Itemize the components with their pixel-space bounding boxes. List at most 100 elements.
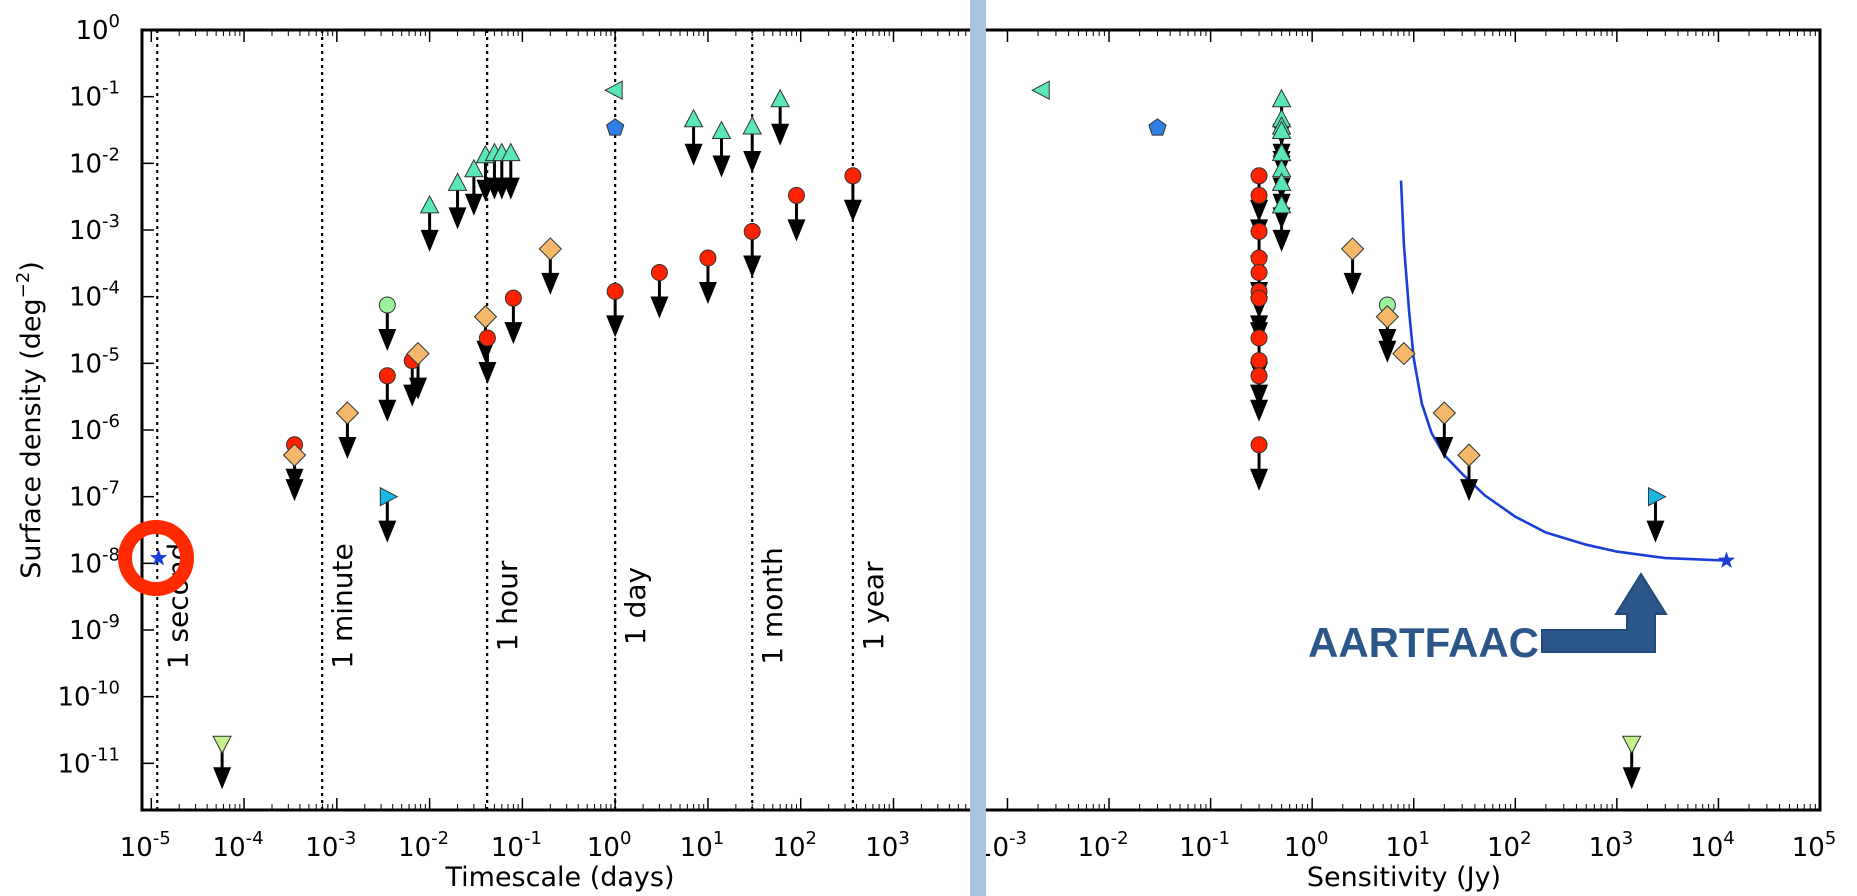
upper-limit-arrow-head [698,282,717,305]
upper-limit-arrow-head [1435,436,1454,459]
reference-line-label: 1 minute [326,543,359,668]
data-point-diamond [1432,401,1457,425]
data-point-tri_up [683,108,704,128]
data-point-tri_right [1647,486,1667,507]
panel-divider [970,0,986,896]
upper-limit-arrow-head [464,193,483,216]
reference-line-label: 1 year [857,561,890,651]
data-point-star [1717,551,1736,569]
data-point-circle [699,249,717,267]
x-tick-label: 100 [587,828,632,863]
data-point-diamond [1375,305,1400,329]
upper-limit-arrow-head [448,207,467,230]
timescale-x-axis-label: Timescale (days) [444,862,674,893]
data-point-circle [1250,352,1268,370]
x-tick-label: 10-2 [1078,828,1129,863]
data-point-circle [1250,289,1268,307]
reference-lines: 1 second 1 minute 1 hour 1 day 1 month 1 year [156,30,890,810]
data-point-diamond [1392,341,1416,366]
upper-limit-arrow-head [476,340,495,363]
data-point-tri_up [1271,120,1292,140]
x-tick-label: 10-4 [213,828,264,863]
x-tick-label: 103 [865,828,910,863]
upper-limit-arrow-head [378,328,397,351]
upper-limit-arrow-head [420,229,439,252]
timescale-data-points [149,80,862,790]
data-point-tri_right [379,486,399,507]
data-point-tri_up [1271,194,1292,214]
data-point-circle [1250,329,1268,347]
reference-line-label: 1 hour [491,560,524,651]
data-point-circle [1250,167,1268,185]
y-axis-label: Surface density (deg−2) [13,261,47,579]
data-point-tri_left [1031,80,1050,101]
data-point-pentagon [606,118,625,136]
data-point-diamond [1340,237,1365,261]
x-tick-label: 10-5 [120,828,171,863]
data-point-circle [1250,222,1268,240]
upper-limit-arrow-head [650,296,669,319]
aartfaac-callout-arrow [1541,572,1668,653]
data-point-tri_up [711,120,732,140]
data-point-circle [606,282,624,300]
upper-limit-arrow-head [1622,767,1641,790]
upper-limit-arrow-head [787,219,806,242]
sensitivity-plot-frame [975,28,1822,812]
x-tick-label: 104 [1690,828,1735,863]
upper-limit-arrow-head [1250,399,1269,422]
y-tick-label: 10-9 [69,611,120,646]
data-point-pentagon [1148,118,1167,136]
reference-line-label: 1 day [619,567,652,645]
data-point-circle [1250,264,1268,282]
upper-limit-arrow-head [285,479,304,502]
highlight-ring [118,520,194,596]
aartfaac-sensitivity-curve [1399,180,1727,562]
data-point-tri_up [464,158,484,178]
y-tick-label: 10-3 [69,211,120,246]
sensitivity-data-points [1031,80,1736,790]
x-tick-label: 10-2 [398,828,449,863]
upper-limit-arrow-head [743,151,762,174]
y-tick-label: 10-6 [69,411,120,446]
data-point-diamond [538,237,563,261]
upper-limit-arrow-head [1272,229,1291,252]
y-tick-label: 10-1 [69,78,120,113]
upper-limit-arrow-head [1459,479,1478,502]
y-tick-label: 10-2 [69,144,120,179]
data-point-circle [1250,249,1268,267]
data-point-circle [1250,367,1268,385]
upper-limit-arrow-head [378,399,397,422]
upper-limit-arrow-head [712,155,731,178]
data-point-diamond [282,443,307,467]
upper-limit-arrow-head [1343,272,1362,295]
reference-line-label: 1 month [756,547,789,665]
upper-limit-arrow-head [771,123,790,146]
upper-limit-arrow-head [843,199,862,222]
data-point-diamond [406,341,430,366]
timescale-panel: 1 second 1 minute 1 hour 1 day 1 month 1 year… [13,11,1820,893]
x-tick-label: 101 [1385,828,1430,863]
data-point-circle [787,186,805,204]
data-point-star [149,548,168,566]
timescale-plot-frame [140,28,979,812]
upper-limit-arrow-head [338,436,357,459]
data-point-tri_left [604,80,623,101]
data-point-circle [1250,436,1268,454]
upper-limit-arrow-head [1378,340,1397,363]
upper-limit-arrow-head [409,377,428,400]
y-tick-label: 10-10 [58,678,121,713]
data-point-circle [378,296,396,314]
upper-limit-arrow-head [501,177,520,200]
data-point-diamond [335,401,360,425]
upper-limit-arrow-head [378,520,397,543]
x-tick-label: 100 [1284,828,1329,863]
upper-limit-arrow-head [504,322,523,345]
data-point-tri_down [212,735,232,755]
upper-limit-arrow-head [478,361,497,384]
y-tick-label: 10-8 [69,544,120,579]
y-tick-label: 10-5 [69,344,120,379]
data-point-tri_up [742,115,763,135]
data-point-circle [504,289,522,307]
y-tick-label: 10-4 [69,278,120,313]
